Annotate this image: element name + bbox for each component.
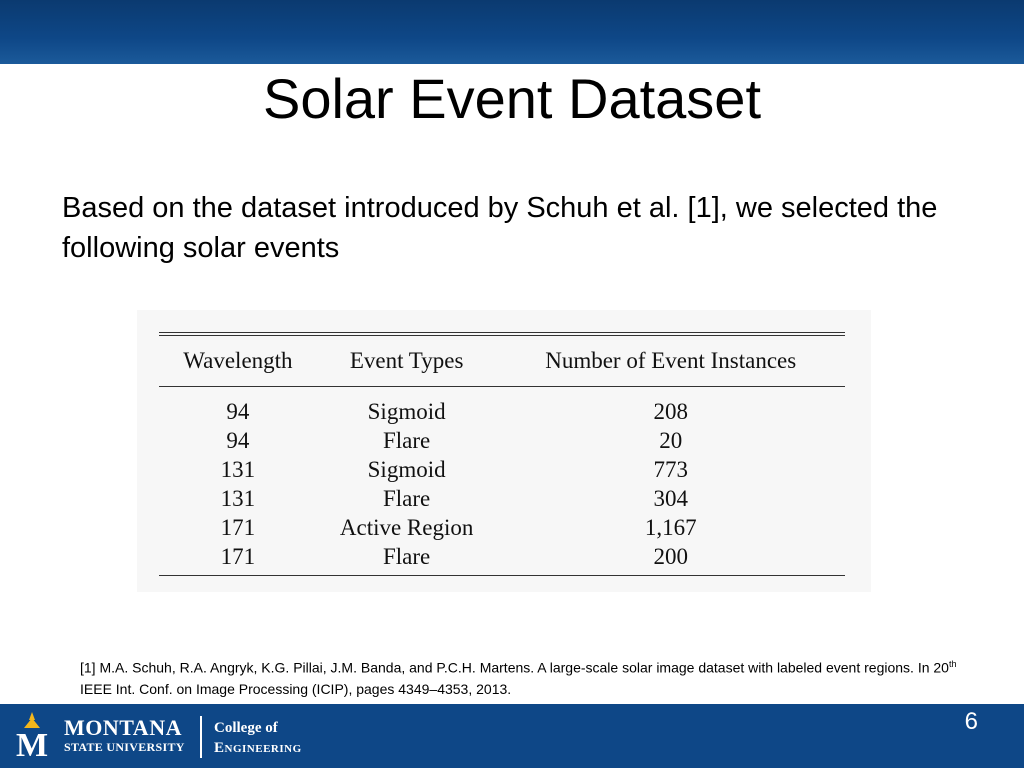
table-cell: Active Region	[339, 514, 474, 540]
table-cell: 200	[653, 543, 688, 569]
column-header-event-instances: Number of Event Instances	[545, 348, 797, 373]
table-cell: 131	[220, 456, 256, 482]
table-cell: Flare	[383, 427, 431, 453]
table-cell: 304	[653, 485, 688, 511]
table-cell: Flare	[383, 543, 431, 569]
table-header-row: Wavelength Event Types Number of Event I…	[159, 334, 845, 387]
table-cell: 773	[653, 456, 688, 482]
table-cell: 94	[226, 398, 250, 424]
table-cell: 94	[226, 427, 250, 453]
header-bar	[0, 0, 1024, 64]
slide-title: Solar Event Dataset	[262, 67, 762, 130]
table-cell: Sigmoid	[367, 398, 446, 424]
table-cell: Flare	[383, 485, 431, 511]
table-row: 131 Sigmoid 773	[159, 455, 845, 484]
table-row: 171 Active Region 1,167	[159, 513, 845, 542]
table-cell: Sigmoid	[367, 456, 446, 482]
table-row: 94 Sigmoid 208	[159, 387, 845, 427]
table-row: 131 Flare 304	[159, 484, 845, 513]
logo-divider	[200, 716, 202, 758]
college-name-line1: College of	[214, 720, 278, 736]
table-cell: 208	[653, 398, 688, 424]
footer-bar	[0, 704, 1024, 768]
reference-footnote: [1] M.A. Schuh, R.A. Angryk, K.G. Pillai…	[80, 654, 960, 700]
svg-text:M: M	[16, 727, 48, 764]
intro-text: Based on the dataset introduced by Schuh…	[62, 192, 938, 264]
university-name: MONTANA STATE UNIVERSITY	[64, 715, 185, 755]
table-cell: 171	[220, 543, 256, 569]
table-cell: 20	[659, 427, 683, 453]
event-table: Wavelength Event Types Number of Event I…	[159, 332, 845, 576]
page-number: 6	[964, 708, 978, 735]
university-name-line1: MONTANA	[64, 715, 182, 740]
table-row: 171 Flare 200	[159, 542, 845, 576]
table-row: 94 Flare 20	[159, 426, 845, 455]
college-name: College of Engineering	[214, 719, 302, 759]
table-cell: 171	[220, 514, 256, 540]
column-header-event-types: Event Types	[349, 348, 464, 373]
college-name-line2: Engineering	[214, 740, 302, 756]
footnote-superscript: th	[948, 659, 957, 669]
university-name-line2: STATE UNIVERSITY	[64, 740, 185, 754]
montana-state-logo-icon: M	[16, 712, 48, 764]
footnote-text: [1] M.A. Schuh, R.A. Angryk, K.G. Pillai…	[80, 659, 949, 676]
table-cell: 131	[220, 485, 256, 511]
table-image: Wavelength Event Types Number of Event I…	[137, 310, 871, 592]
column-header-wavelength: Wavelength	[183, 348, 293, 373]
table-cell: 1,167	[644, 514, 697, 540]
footnote-text-end: IEEE Int. Conf. on Image Processing (ICI…	[80, 680, 512, 697]
